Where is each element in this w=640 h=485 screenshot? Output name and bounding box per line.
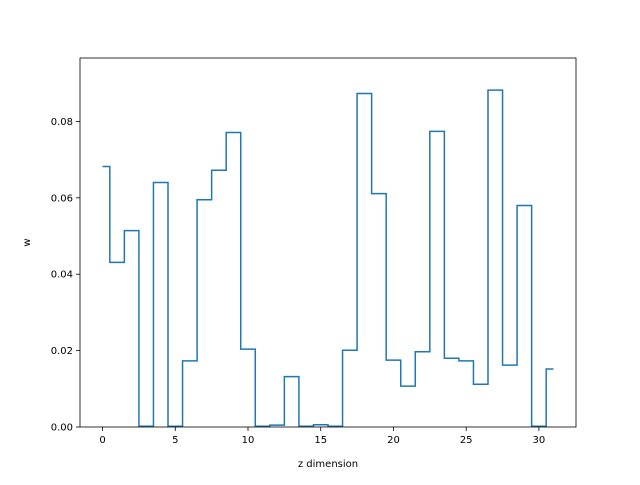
y-axis-label: w (22, 238, 33, 246)
y-tick-label: 0.00 (51, 423, 73, 434)
plot-area (102, 89, 554, 427)
y-axis-ticks: 0.00 0.02 0.04 0.06 0.08 (51, 117, 80, 434)
axes-frame (79, 57, 577, 428)
x-tick-label: 0 (99, 435, 105, 446)
x-axis-ticks: 0 5 10 15 20 25 30 (99, 427, 545, 446)
x-tick-label: 15 (314, 435, 327, 446)
x-axis-label: z dimension (298, 459, 358, 470)
x-tick-label: 20 (387, 435, 400, 446)
y-tick-label: 0.04 (51, 270, 73, 281)
y-tick-label: 0.06 (51, 193, 73, 204)
series-line-0 (102, 89, 554, 427)
y-tick-label: 0.02 (51, 346, 73, 357)
x-tick-label: 25 (460, 435, 473, 446)
x-tick-label: 10 (242, 435, 255, 446)
y-tick-label: 0.08 (51, 117, 73, 128)
x-tick-label: 5 (172, 435, 178, 446)
x-tick-label: 30 (533, 435, 546, 446)
